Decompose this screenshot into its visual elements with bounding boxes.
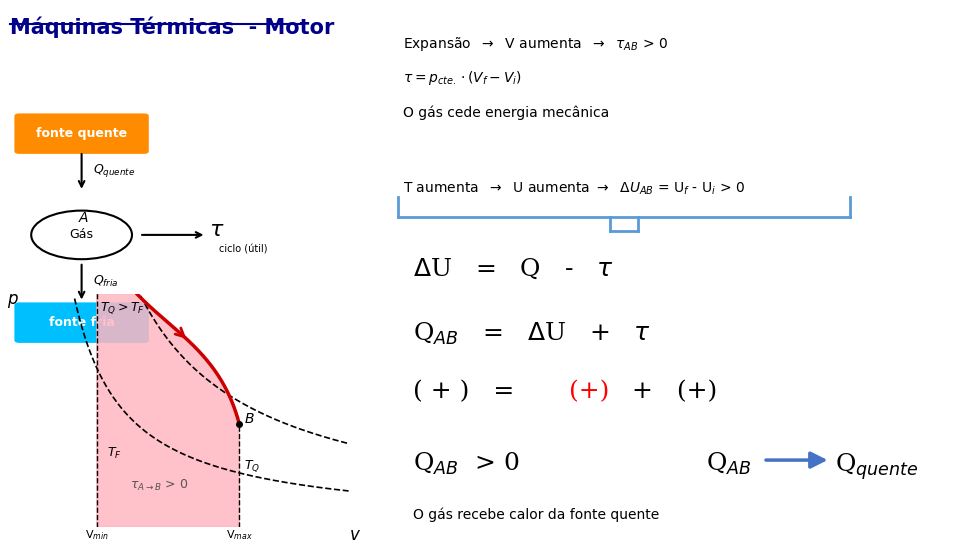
Text: +   (+): + (+) xyxy=(608,381,717,404)
Text: Q$_{quente}$: Q$_{quente}$ xyxy=(835,451,919,482)
Text: T$_Q$: T$_Q$ xyxy=(244,458,260,474)
Text: fonte quente: fonte quente xyxy=(36,127,127,140)
Text: $\tau$: $\tau$ xyxy=(209,220,225,240)
Text: A: A xyxy=(79,212,88,225)
Text: (+): (+) xyxy=(569,381,610,404)
Text: $T_Q > T_F$: $T_Q > T_F$ xyxy=(100,300,145,316)
FancyBboxPatch shape xyxy=(14,113,149,154)
Text: Máquinas Térmicas  - Motor: Máquinas Térmicas - Motor xyxy=(10,16,334,38)
Text: ( + )   =: ( + ) = xyxy=(413,381,538,404)
Text: ciclo (útil): ciclo (útil) xyxy=(219,244,268,254)
Text: Q$_{AB}$   =   $\Delta$U   +   $\tau$: Q$_{AB}$ = $\Delta$U + $\tau$ xyxy=(413,321,651,348)
Text: $\Delta$U   =   Q   -   $\tau$: $\Delta$U = Q - $\tau$ xyxy=(413,256,613,281)
Text: V$_{max}$: V$_{max}$ xyxy=(226,528,252,540)
Text: O gás recebe calor da fonte quente: O gás recebe calor da fonte quente xyxy=(413,508,660,522)
Text: $\tau_{A \rightarrow B}$ > 0: $\tau_{A \rightarrow B}$ > 0 xyxy=(130,478,188,494)
Ellipse shape xyxy=(32,211,132,259)
Text: fonte fria: fonte fria xyxy=(49,316,114,329)
Text: v: v xyxy=(350,526,360,540)
Text: O gás cede energia mecânica: O gás cede energia mecânica xyxy=(403,105,610,120)
Text: $Q_{quente}$: $Q_{quente}$ xyxy=(93,161,135,179)
Text: Expansão  $\rightarrow$  V aumenta  $\rightarrow$  $\tau_{AB}$ > 0: Expansão $\rightarrow$ V aumenta $\right… xyxy=(403,35,668,53)
Polygon shape xyxy=(97,224,239,526)
Text: Q$_{AB}$: Q$_{AB}$ xyxy=(706,451,752,477)
Text: V$_{min}$: V$_{min}$ xyxy=(84,528,108,540)
Text: $\tau = p_{cte.} \cdot (V_f - V_i)$: $\tau = p_{cte.} \cdot (V_f - V_i)$ xyxy=(403,69,522,87)
Text: $Q_{fria}$: $Q_{fria}$ xyxy=(93,274,119,289)
Text: B: B xyxy=(244,412,253,426)
FancyBboxPatch shape xyxy=(14,302,149,343)
Text: Q$_{AB}$  > 0: Q$_{AB}$ > 0 xyxy=(413,451,519,477)
Text: Gás: Gás xyxy=(70,228,94,241)
Text: T aumenta  $\rightarrow$  U aumenta $\rightarrow$  $\Delta U_{AB}$ = U$_f$ - U$_: T aumenta $\rightarrow$ U aumenta $\righ… xyxy=(403,181,745,197)
Text: p: p xyxy=(8,290,18,308)
Text: T$_F$: T$_F$ xyxy=(107,446,122,461)
